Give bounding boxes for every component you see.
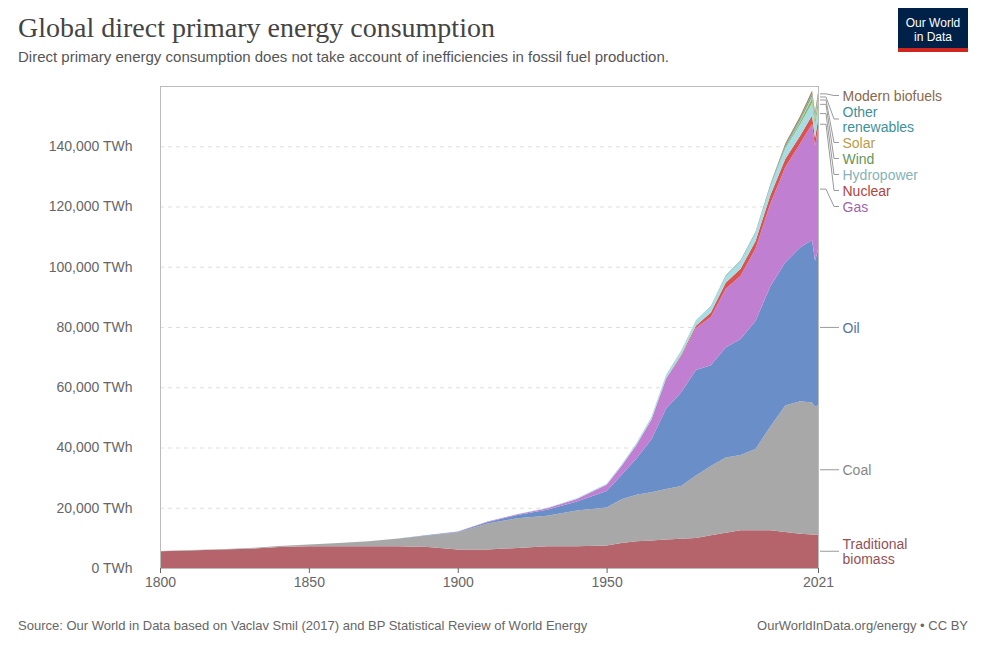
html-text:in Data: in Data (914, 30, 952, 44)
html-text:Global direct primary energy c: Global direct primary energy consumption (18, 12, 495, 43)
svg-text:1950: 1950 (592, 574, 623, 590)
svg-text:Modern biofuels: Modern biofuels (843, 88, 943, 104)
svg-text:Traditionalbiomass: Traditionalbiomass (843, 536, 908, 567)
svg-text:Oil: Oil (843, 320, 860, 336)
svg-text:80,000 TWh: 80,000 TWh (56, 319, 132, 335)
svg-text:20,000 TWh: 20,000 TWh (56, 500, 132, 516)
html-text:Our World: Our World (905, 16, 961, 30)
svg-text:140,000 TWh: 140,000 TWh (49, 138, 133, 154)
svg-text:Hydropower: Hydropower (843, 167, 919, 183)
svg-text:Coal: Coal (843, 462, 872, 478)
html-text:Direct primary energy consumpt: Direct primary energy consumption does n… (18, 48, 669, 65)
svg-text:60,000 TWh: 60,000 TWh (56, 379, 132, 395)
svg-text:120,000 TWh: 120,000 TWh (49, 198, 133, 214)
svg-text:Wind: Wind (843, 151, 875, 167)
svg-text:Nuclear: Nuclear (843, 183, 892, 199)
svg-text:Gas: Gas (843, 199, 869, 215)
svg-text:Solar: Solar (843, 135, 876, 151)
svg-text:1850: 1850 (294, 574, 325, 590)
svg-text:100,000 TWh: 100,000 TWh (49, 259, 133, 275)
svg-text:40,000 TWh: 40,000 TWh (56, 439, 132, 455)
html-text:OurWorldInData.org/energy • CC: OurWorldInData.org/energy • CC BY (757, 618, 968, 633)
svg-text:Otherrenewables: Otherrenewables (843, 104, 915, 135)
svg-text:1900: 1900 (443, 574, 474, 590)
svg-text:1800: 1800 (145, 574, 176, 590)
html-text:Source: Our World in Data base: Source: Our World in Data based on Vacla… (18, 618, 588, 633)
svg-text:0 TWh: 0 TWh (92, 560, 133, 576)
svg-text:2021: 2021 (803, 574, 834, 590)
